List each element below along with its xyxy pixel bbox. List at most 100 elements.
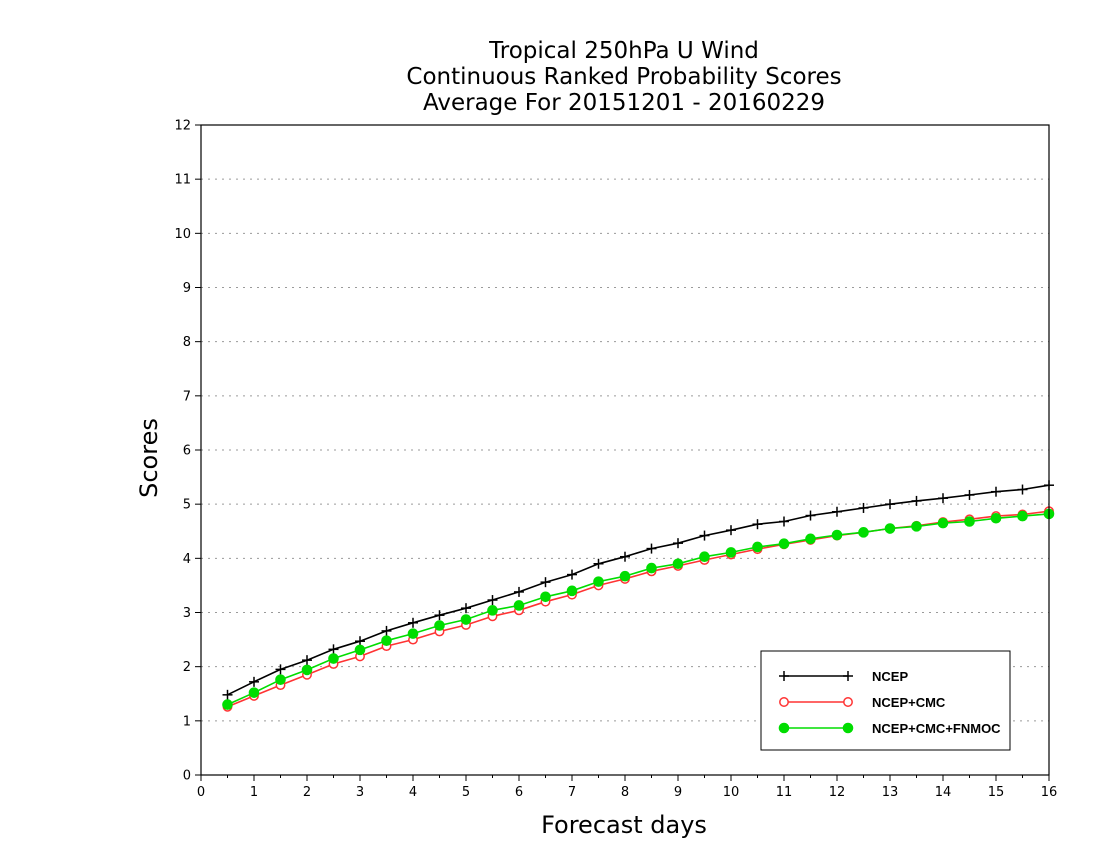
x-tick-label: 7 xyxy=(568,785,576,800)
legend-label: NCEP+CMC xyxy=(872,695,946,710)
data-point-ncep xyxy=(938,493,948,504)
data-point-ncep-plus-cmc-plus-fnmoc xyxy=(778,538,790,550)
x-axis: 0 1 2 3 4 5 6 7 8 9 10 11 12 13 14 15 16 xyxy=(197,775,1057,800)
data-point-ncep xyxy=(355,636,365,647)
x-tick-label: 1 xyxy=(250,785,258,800)
data-point-ncep-plus-cmc-plus-fnmoc xyxy=(566,585,578,597)
data-point-ncep xyxy=(991,486,1001,497)
data-point-ncep-plus-cmc-plus-fnmoc xyxy=(725,547,737,558)
chart-title: Tropical 250hPa U Wind Continuous Ranked… xyxy=(406,38,841,116)
x-tick-label: 14 xyxy=(935,785,952,800)
legend-item-ncep-plus-cmc: NCEP+CMC xyxy=(779,695,946,710)
y-tick-label: 10 xyxy=(174,227,191,242)
data-point-ncep xyxy=(487,595,498,606)
data-point-ncep-plus-cmc-plus-fnmoc xyxy=(619,570,631,582)
data-point-ncep-plus-cmc-plus-fnmoc xyxy=(1017,510,1028,522)
data-point-ncep xyxy=(461,603,471,614)
data-point-ncep xyxy=(779,516,789,527)
data-point-ncep-plus-cmc-plus-fnmoc xyxy=(460,614,472,625)
data-point-ncep-plus-cmc-plus-fnmoc xyxy=(513,600,525,611)
data-point-ncep-plus-cmc-plus-fnmoc xyxy=(937,517,949,529)
data-point-ncep xyxy=(275,664,286,675)
legend-marker xyxy=(779,671,789,681)
y-tick-label: 12 xyxy=(174,119,191,134)
y-tick-label: 5 xyxy=(183,498,191,513)
series-layer xyxy=(222,480,1055,712)
y-tick-label: 8 xyxy=(183,335,191,350)
data-point-ncep xyxy=(434,610,445,621)
data-point-ncep xyxy=(858,502,869,513)
data-point-ncep-plus-cmc-plus-fnmoc xyxy=(354,644,366,656)
legend-marker xyxy=(779,697,789,707)
data-point-ncep-plus-cmc-plus-fnmoc xyxy=(540,591,551,603)
grid-lines xyxy=(201,178,1049,722)
data-point-ncep-plus-cmc-plus-fnmoc xyxy=(301,664,313,676)
data-point-ncep-plus-cmc-plus-fnmoc xyxy=(487,605,498,616)
legend-marker xyxy=(843,671,853,681)
data-point-ncep-plus-cmc-plus-fnmoc xyxy=(381,635,392,646)
data-point-ncep xyxy=(381,625,392,636)
data-point-ncep-plus-cmc-plus-fnmoc xyxy=(990,512,1002,524)
data-point-ncep xyxy=(646,543,657,554)
data-point-ncep xyxy=(805,510,816,521)
data-point-ncep-plus-cmc-plus-fnmoc xyxy=(911,521,922,532)
data-point-ncep xyxy=(964,489,975,500)
legend: NCEP NCEP+CMC NCEP+CMC+FNMOC xyxy=(760,650,1011,751)
data-point-ncep-plus-cmc-plus-fnmoc xyxy=(222,699,233,710)
data-point-ncep xyxy=(408,617,418,628)
data-point-ncep-plus-cmc-plus-fnmoc xyxy=(699,551,710,563)
x-tick-label: 8 xyxy=(621,785,629,800)
data-point-ncep-plus-cmc-plus-fnmoc xyxy=(884,523,896,534)
data-point-ncep-plus-cmc-plus-fnmoc xyxy=(964,516,975,527)
x-axis-label: Forecast days xyxy=(541,811,707,839)
data-point-ncep xyxy=(885,499,895,510)
y-tick-label: 9 xyxy=(183,281,191,296)
data-point-ncep xyxy=(540,577,551,588)
data-point-ncep-plus-cmc-plus-fnmoc xyxy=(434,620,445,631)
chart-title-line-2: Continuous Ranked Probability Scores xyxy=(406,64,841,90)
series-ncep xyxy=(222,480,1054,700)
data-point-ncep xyxy=(302,655,312,666)
legend-item-ncep: NCEP xyxy=(779,669,908,684)
x-tick-label: 9 xyxy=(674,785,682,800)
x-tick-label: 4 xyxy=(409,785,417,800)
data-point-ncep-plus-cmc-plus-fnmoc xyxy=(328,653,339,664)
legend-marker xyxy=(778,722,790,734)
y-tick-label: 2 xyxy=(183,660,191,675)
data-point-ncep-plus-cmc-plus-fnmoc xyxy=(593,576,604,587)
x-tick-label: 15 xyxy=(988,785,1005,800)
data-point-ncep xyxy=(1017,484,1028,495)
data-point-ncep-plus-cmc-plus-fnmoc xyxy=(646,562,657,574)
x-tick-label: 12 xyxy=(829,785,846,800)
data-point-ncep xyxy=(752,519,763,530)
data-point-ncep xyxy=(328,644,339,655)
data-point-ncep-plus-cmc-plus-fnmoc xyxy=(672,558,684,570)
chart-title-line-3: Average For 20151201 - 20160229 xyxy=(423,90,825,116)
legend-label: NCEP+CMC+FNMOC xyxy=(872,721,1001,736)
data-point-ncep-plus-cmc-plus-fnmoc xyxy=(275,674,286,685)
y-tick-label: 1 xyxy=(183,714,191,729)
y-tick-label: 11 xyxy=(174,173,191,188)
data-point-ncep xyxy=(249,676,259,687)
legend-item-ncep-plus-cmc-plus-fnmoc: NCEP+CMC+FNMOC xyxy=(778,721,1001,736)
data-point-ncep-plus-cmc-plus-fnmoc xyxy=(752,541,763,553)
x-tick-label: 10 xyxy=(723,785,740,800)
data-point-ncep xyxy=(726,525,736,536)
data-point-ncep-plus-cmc-plus-fnmoc xyxy=(248,687,260,698)
data-point-ncep-plus-cmc-plus-fnmoc xyxy=(858,527,869,538)
legend-marker xyxy=(843,697,853,707)
x-tick-label: 2 xyxy=(303,785,311,800)
x-tick-label: 3 xyxy=(356,785,364,800)
x-tick-label: 16 xyxy=(1041,785,1058,800)
legend-marker xyxy=(842,722,854,734)
x-tick-label: 0 xyxy=(197,785,205,800)
data-point-ncep-plus-cmc-plus-fnmoc xyxy=(831,529,843,541)
y-tick-label: 6 xyxy=(183,444,191,459)
series-ncep-plus-cmc-plus-fnmoc xyxy=(222,508,1055,710)
data-point-ncep xyxy=(593,558,604,569)
y-axis-label: Scores xyxy=(135,418,163,498)
data-point-ncep xyxy=(911,495,922,506)
data-point-ncep xyxy=(620,551,630,562)
data-point-ncep xyxy=(673,538,683,549)
